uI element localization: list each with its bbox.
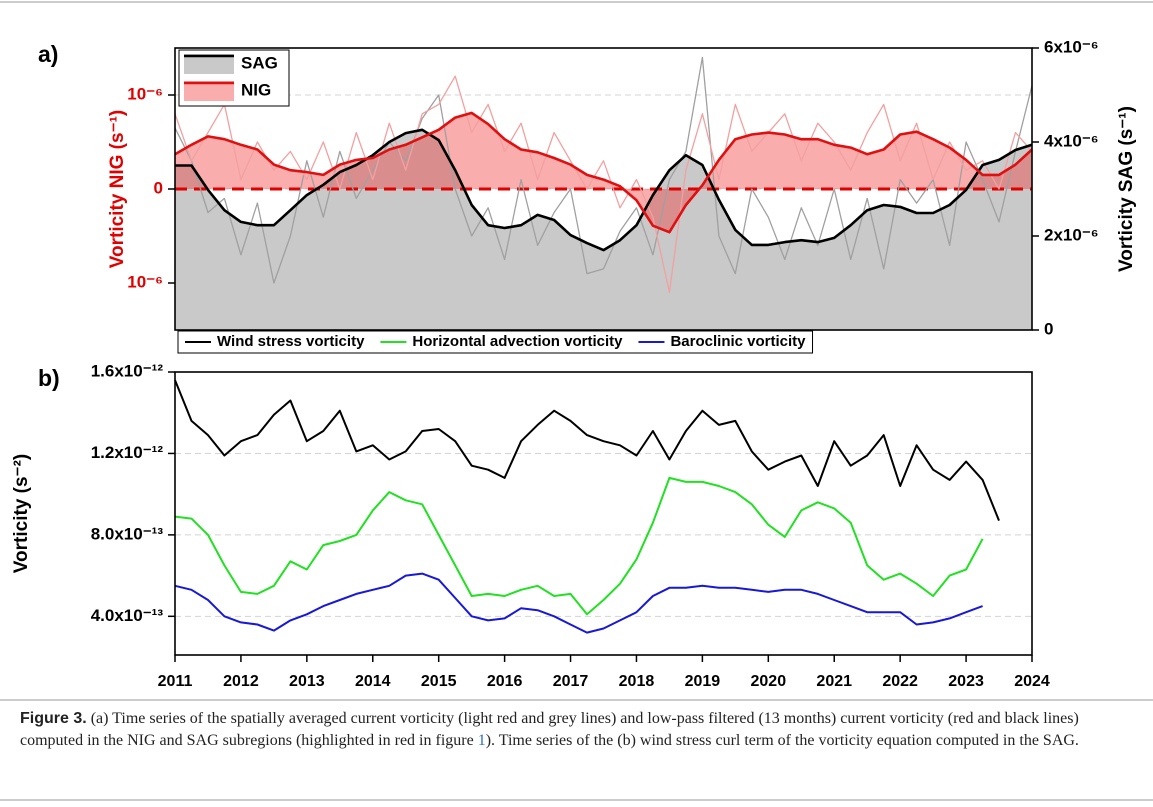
series-line <box>174 379 1000 521</box>
x-tick-label: 2023 <box>948 673 984 690</box>
x-tick-label: 2017 <box>553 673 589 690</box>
y-tick-label: 4.0x10⁻¹³ <box>91 606 164 625</box>
area <box>175 112 1032 233</box>
y-tick-label: 0 <box>154 178 163 197</box>
legend-label: SAG <box>241 53 278 72</box>
y-tick-label: 10⁻⁶ <box>127 84 163 103</box>
area <box>175 129 1032 330</box>
y2-axis-title: Vorticity SAG (s⁻¹) <box>1116 106 1137 272</box>
legend-swatch <box>184 81 234 101</box>
x-tick-label: 2015 <box>421 673 457 690</box>
caption-text: ). Time series of the (b) wind stress cu… <box>485 732 1079 749</box>
x-tick-label: 2020 <box>751 673 787 690</box>
panel-label: a) <box>38 41 58 67</box>
series-line <box>174 56 1033 284</box>
legend-box <box>177 330 814 354</box>
y-axis-title: Vorticity NIG (s⁻¹) <box>107 110 128 269</box>
legend-label: Wind stress vorticity <box>217 333 365 350</box>
legend-label: Baroclinic vorticity <box>670 333 806 350</box>
figure-link[interactable]: 1 <box>477 732 486 749</box>
series-line <box>174 111 1033 234</box>
y2-tick-label: 0 <box>1044 319 1053 338</box>
x-tick-label: 2024 <box>1014 673 1050 690</box>
x-tick-label: 2014 <box>355 673 391 690</box>
y-tick-label: 10⁻⁶ <box>127 272 163 291</box>
y-tick-label: 8.0x10⁻¹³ <box>91 524 164 543</box>
x-tick-label: 2018 <box>619 673 655 690</box>
x-tick-label: 2013 <box>289 673 325 690</box>
x-tick-label: 2019 <box>685 673 721 690</box>
y-axis-title: Vorticity (s⁻²) <box>11 454 32 573</box>
y2-tick-label: 4x10⁻⁶ <box>1044 131 1099 150</box>
y2-tick-label: 6x10⁻⁶ <box>1044 37 1099 56</box>
x-tick-label: 2016 <box>487 673 523 690</box>
x-tick-label: 2021 <box>816 673 852 690</box>
plot-frame <box>174 47 1033 331</box>
series-line <box>175 128 1033 252</box>
series-line <box>174 476 984 616</box>
caption: Figure 3. (a) Time series of the spatial… <box>20 708 1130 752</box>
series-line <box>174 572 983 634</box>
series-line <box>174 75 1033 294</box>
x-tick-label: 2012 <box>223 673 259 690</box>
legend-swatch <box>184 54 234 74</box>
plot-frame <box>174 371 1033 656</box>
panel-label: b) <box>38 365 60 391</box>
x-tick-label: 2022 <box>882 673 918 690</box>
caption-label: Figure 3. <box>20 710 87 727</box>
legend-label: NIG <box>241 80 271 99</box>
y2-tick-label: 2x10⁻⁶ <box>1044 225 1099 244</box>
y-tick-label: 1.2x10⁻¹² <box>91 443 164 462</box>
caption-text: (a) Time series of the spatially average… <box>20 710 1079 749</box>
y-tick-label: 1.6x10⁻¹² <box>91 361 164 380</box>
legend-label: Horizontal advection vorticity <box>412 333 623 350</box>
x-tick-label: 2011 <box>158 673 193 690</box>
